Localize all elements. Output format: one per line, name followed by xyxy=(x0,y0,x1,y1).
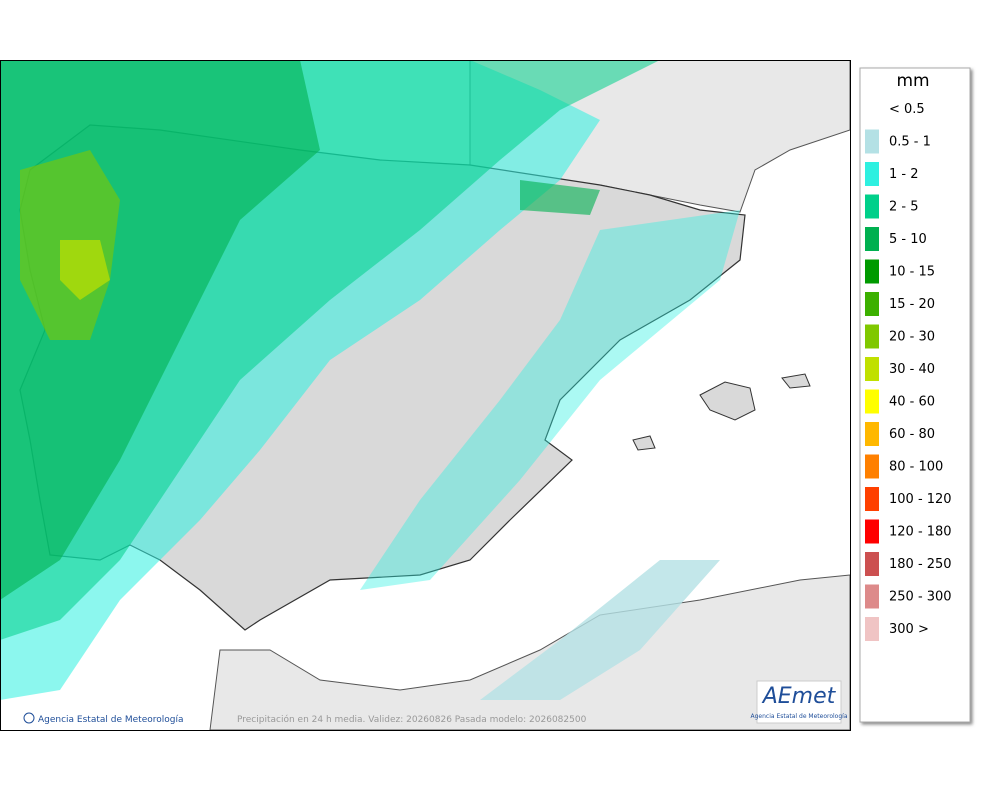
legend-label: 60 - 80 xyxy=(889,427,935,442)
rain-africa xyxy=(480,560,720,700)
legend-label: 100 - 120 xyxy=(889,492,952,507)
rain-pyrenees xyxy=(520,180,600,215)
mallorca xyxy=(699,381,756,421)
map-frame xyxy=(0,60,851,731)
legend-label: 1 - 2 xyxy=(889,167,919,182)
legend-label: 40 - 60 xyxy=(889,395,935,410)
logo-subtitle: Agencia Estatal de Meteorología xyxy=(751,713,848,720)
legend-swatch xyxy=(865,227,879,251)
legend-swatch xyxy=(865,487,879,511)
copyright-icon xyxy=(23,712,35,724)
legend-label: < 0.5 xyxy=(889,102,925,117)
legend-swatch xyxy=(865,389,879,414)
legend-swatch xyxy=(865,162,879,186)
legend-swatch xyxy=(865,292,879,316)
legend-label: 10 - 15 xyxy=(889,265,935,280)
legend-label: 15 - 20 xyxy=(889,297,935,312)
ibiza xyxy=(632,435,656,451)
legend-label: 0.5 - 1 xyxy=(889,135,931,150)
map: AEmet Agencia Estatal de Meteorología Ag… xyxy=(0,60,850,730)
credit: Agencia Estatal de Meteorología xyxy=(38,715,184,725)
caption: Precipitación en 24 h media. Validez: 20… xyxy=(237,714,587,725)
legend-label: 250 - 300 xyxy=(889,590,952,605)
legend-swatch xyxy=(865,422,879,446)
legend-unit: mm xyxy=(896,71,929,91)
legend-swatch xyxy=(865,357,879,381)
legend-swatch xyxy=(865,552,879,576)
legend-swatch xyxy=(865,617,879,641)
legend-label: 2 - 5 xyxy=(889,200,919,215)
legend-swatch xyxy=(865,519,879,544)
menorca xyxy=(781,373,811,389)
legend-swatch xyxy=(865,129,879,154)
legend-swatch xyxy=(865,454,879,479)
africa xyxy=(209,574,850,730)
logo-box xyxy=(756,680,842,724)
rain-30-40 xyxy=(60,240,110,300)
legend-label: 5 - 10 xyxy=(889,232,927,247)
legend-swatch xyxy=(865,584,879,609)
legend-swatch xyxy=(865,259,879,284)
rain-east xyxy=(360,210,740,590)
legend-swatch xyxy=(865,324,879,349)
legend-label: 120 - 180 xyxy=(889,525,952,540)
legend-label: 20 - 30 xyxy=(889,330,935,345)
legend-swatch xyxy=(865,194,879,219)
legend-label: 30 - 40 xyxy=(889,362,935,377)
logo-brand: AEmet xyxy=(761,684,837,709)
legend-label: 300 > xyxy=(889,622,929,637)
legend-label: 180 - 250 xyxy=(889,557,952,572)
legend: mm < 0.5 0.5 - 1 1 - 2 2 - 5 5 - 10 10 - 15 15… xyxy=(859,67,971,723)
legend-label: 80 - 100 xyxy=(889,460,943,475)
